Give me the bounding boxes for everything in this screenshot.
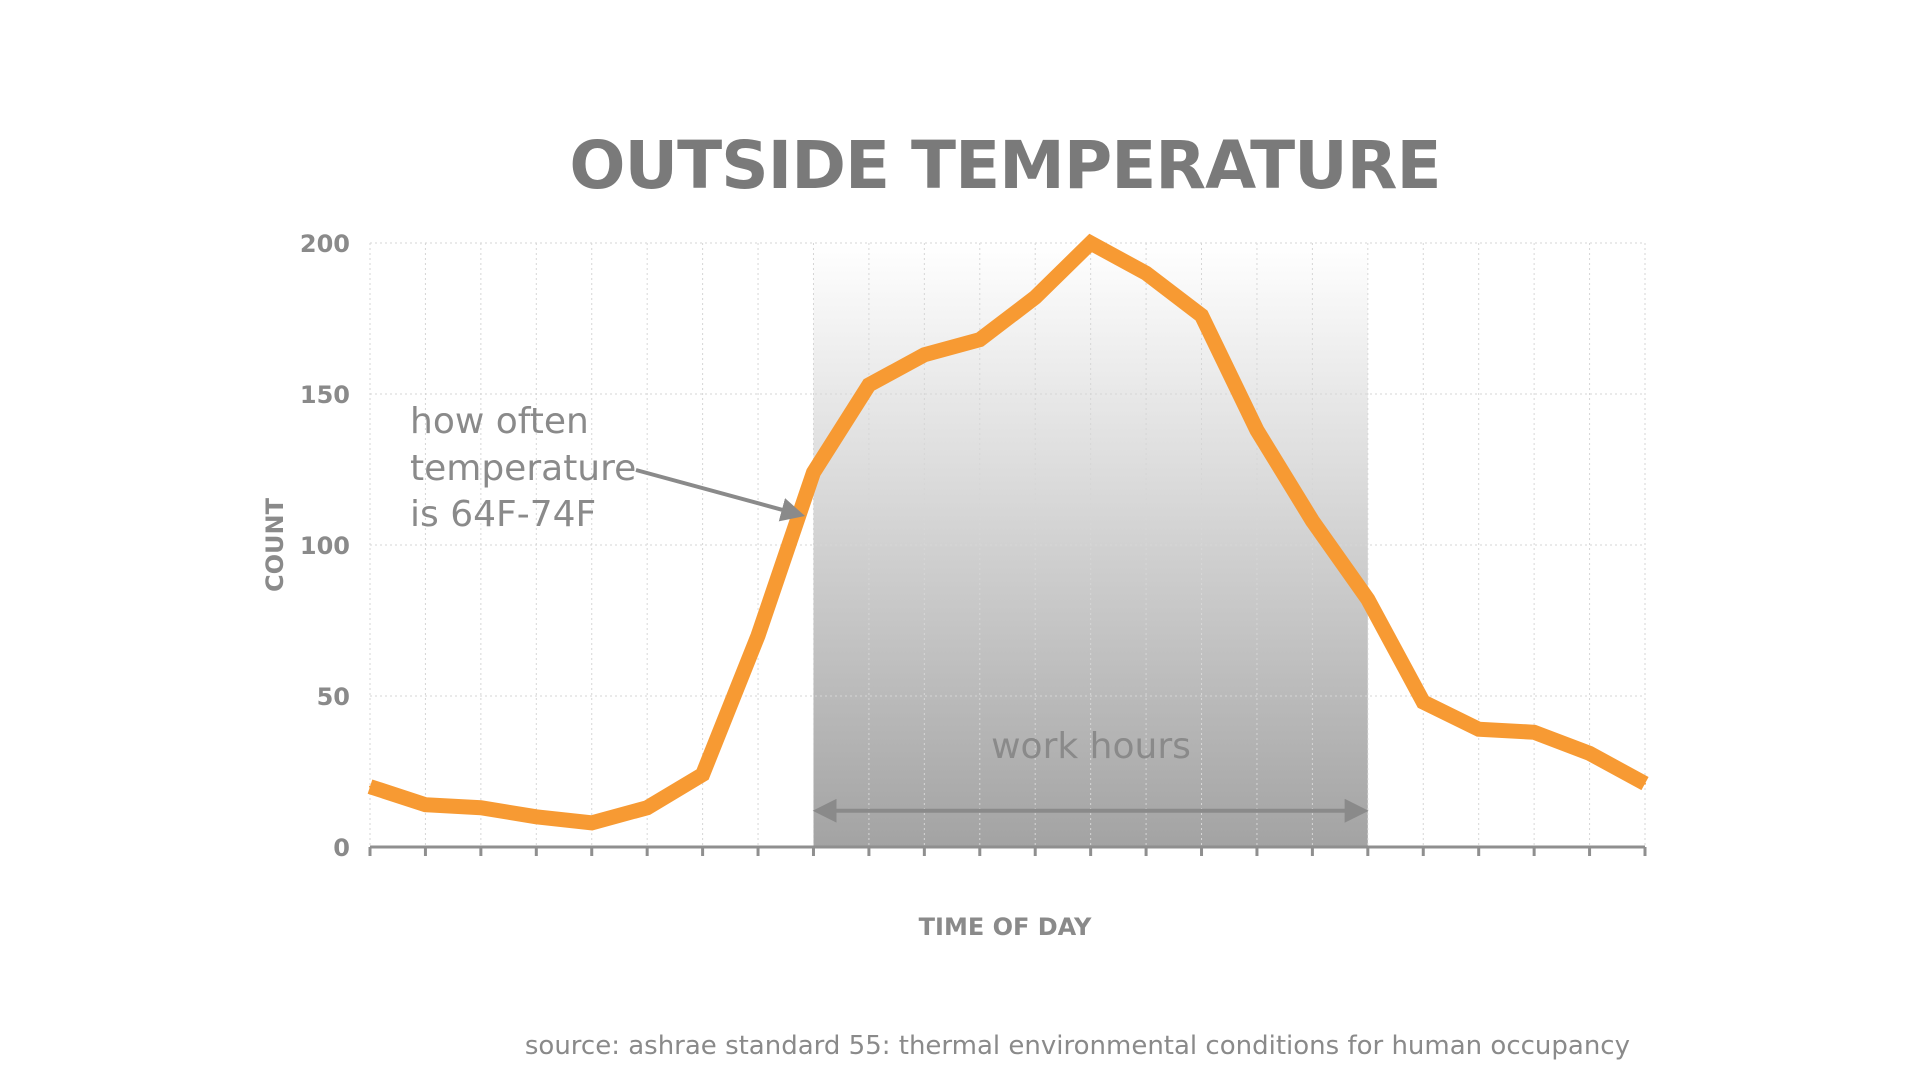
data-point (535, 815, 538, 818)
data-point (1089, 242, 1092, 244)
y-tick-label: 100 (300, 532, 350, 560)
work-hours-label: work hours (991, 726, 1191, 767)
data-point (369, 785, 371, 788)
data-point (1145, 272, 1148, 275)
series-line (367, 233, 1649, 831)
data-point (479, 806, 482, 809)
y-tick-label: 50 (317, 683, 350, 711)
annotation-line-3: is 64F-74F (410, 494, 596, 535)
data-point (1422, 701, 1425, 704)
y-axis-title: COUNT (261, 497, 289, 592)
data-point (1311, 519, 1314, 522)
data-point (757, 634, 760, 637)
data-point (424, 803, 427, 806)
data-point (1533, 731, 1536, 734)
y-tick-label: 150 (300, 381, 350, 409)
data-point (646, 806, 649, 809)
data-point (1034, 296, 1037, 299)
y-tick-label: 200 (300, 230, 350, 258)
chart-title: OUTSIDE TEMPERATURE (569, 127, 1440, 204)
data-point (978, 338, 981, 341)
data-point (1477, 728, 1480, 731)
data-point (812, 471, 815, 474)
data-point (1644, 782, 1646, 785)
data-point (1255, 429, 1258, 432)
annotation-line-1: how often (410, 401, 589, 442)
data-point (867, 383, 870, 386)
annotation-line-2: temperature (410, 448, 636, 489)
data-point (590, 821, 593, 824)
annotation-arrow (635, 468, 806, 522)
data-point (1366, 598, 1369, 601)
y-tick-label: 0 (333, 834, 350, 862)
data-point (1200, 314, 1203, 317)
data-point (701, 773, 704, 776)
data-point (923, 353, 926, 356)
data-point (1588, 752, 1591, 755)
source-note: source: ashrae standard 55: thermal envi… (525, 1031, 1630, 1061)
x-axis-title: TIME OF DAY (919, 913, 1092, 941)
